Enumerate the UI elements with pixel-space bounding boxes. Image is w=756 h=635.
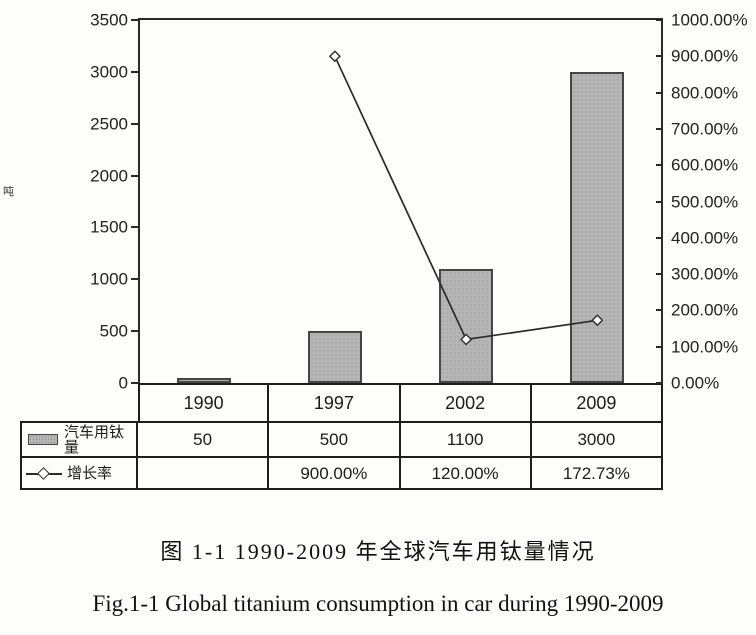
y-left-tick-label: 0 [118, 373, 128, 393]
bar-1997 [307, 331, 362, 383]
y-left-tick-mark [131, 122, 138, 125]
figure-caption-en: Fig.1-1 Global titanium consumption in c… [92, 591, 664, 616]
y-left-tick-mark [131, 174, 138, 177]
category-cell-2002: 2002 [400, 383, 532, 421]
bar-1990 [176, 377, 231, 383]
y-right-tick-mark [656, 200, 663, 203]
y-right-tick-mark [656, 127, 663, 130]
y-left-tick-mark [131, 382, 138, 384]
line-marker-icon [26, 468, 62, 479]
value-cell-growth-1997: 900.00% [269, 456, 401, 490]
y-right-tick-label: 900.00% [671, 46, 739, 66]
y-left-tick-mark [131, 278, 138, 281]
y-left-tick-mark [131, 70, 138, 73]
y-left-tick-mark [131, 226, 138, 229]
data-table: 1990 1997 2002 2009 汽车用钛量 50 500 1100 3000 增长率 900… [20, 383, 663, 490]
category-cell-1990: 1990 [138, 383, 270, 421]
category-cell-1997: 1997 [269, 383, 401, 421]
y-right-tick-mark [656, 345, 663, 348]
legend-line-series: 增长率 [20, 456, 138, 490]
y-right-tick-label: 700.00% [671, 119, 739, 139]
value-cell-titanium-1990: 50 [138, 421, 270, 456]
y-right-tick-label: 600.00% [671, 155, 739, 175]
value-cell-titanium-2009: 3000 [531, 421, 663, 456]
value-cell-titanium-1997: 500 [269, 421, 401, 456]
legend-label: 增长率 [67, 464, 113, 482]
y-right-tick-mark [656, 236, 663, 239]
y-axis-unit-label: 吨 [3, 186, 14, 198]
y-right-tick-mark [656, 273, 663, 276]
y-right-tick-label: 100.00% [671, 337, 739, 357]
y-right-tick-label: 200.00% [671, 300, 739, 320]
y-left-tick-label: 3000 [90, 62, 128, 82]
y-right-tick-label: 800.00% [671, 83, 739, 103]
y-right-tick-label: 300.00% [671, 264, 739, 284]
y-left-tick-label: 3500 [90, 10, 128, 30]
y-right-tick-label: 500.00% [671, 192, 739, 211]
y-right-tick-mark [656, 309, 663, 312]
bar-2009 [570, 71, 625, 383]
y-left-tick-label: 2000 [90, 166, 128, 186]
value-cell-growth-1990 [138, 456, 270, 490]
y-left-tick-label: 500 [99, 321, 128, 341]
value-cell-growth-2009: 172.73% [531, 456, 663, 490]
category-cell-2009: 2009 [531, 383, 663, 421]
y-right-tick-label: 400.00% [671, 228, 739, 248]
bar-2002 [439, 268, 494, 383]
y-left-tick-label: 1500 [90, 217, 128, 237]
y-right-tick-mark [656, 55, 663, 58]
bar-swatch-icon [28, 434, 58, 445]
y-left-tick-label: 2500 [90, 114, 128, 134]
y-right-tick-label: 0.00% [671, 373, 720, 393]
y-left-tick-label: 1000 [90, 269, 128, 289]
y-right-tick-mark [656, 382, 663, 384]
y-right-tick-mark [656, 164, 663, 167]
figure-caption-zh: 图 1-1 1990-2009 年全球汽车用钛量情况 [160, 539, 596, 564]
y-right-tick-mark [656, 19, 663, 21]
y-right-tick-label: 1000.00% [671, 10, 748, 30]
value-cell-growth-2002: 120.00% [400, 456, 532, 490]
y-right-tick-mark [656, 91, 663, 94]
y-left-tick-mark [131, 19, 138, 21]
legend-label: 汽车用钛量 [64, 423, 125, 456]
y-left-tick-mark [131, 330, 138, 333]
value-cell-titanium-2002: 1100 [400, 421, 532, 456]
legend-bar-series: 汽车用钛量 [20, 421, 138, 456]
